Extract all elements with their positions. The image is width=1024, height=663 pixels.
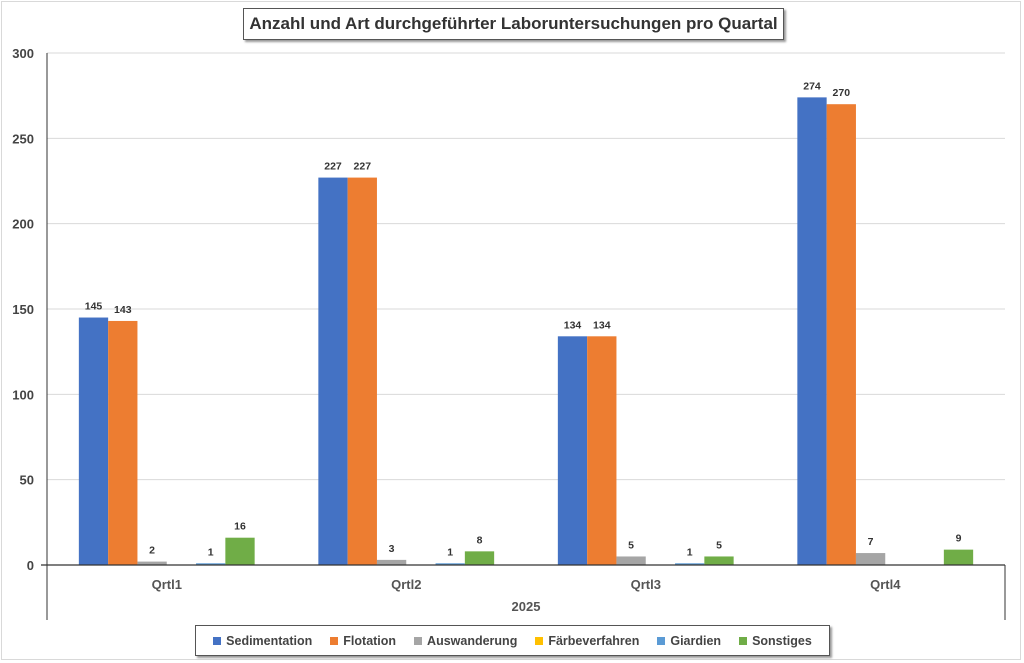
bar-giardien: [435, 563, 465, 565]
bar-flotation: [108, 320, 138, 565]
legend-label: Auswanderung: [427, 633, 518, 648]
x-tick-label: Qrtl4: [870, 577, 901, 592]
legend-item: Sonstiges: [739, 634, 812, 648]
y-tick-label: 300: [12, 46, 34, 61]
data-label: 270: [833, 87, 851, 99]
legend-label: Giardien: [670, 633, 722, 648]
data-label: 1: [208, 546, 214, 558]
legend-swatch: [739, 636, 748, 645]
data-label: 1: [447, 546, 453, 558]
y-tick-label: 0: [27, 558, 34, 573]
legend-swatch: [535, 636, 544, 645]
data-label: 2: [149, 545, 155, 557]
x-tick-label: Qrtl3: [631, 577, 661, 592]
data-label: 8: [477, 534, 483, 546]
legend-label: Flotation: [343, 633, 397, 648]
data-label: 274: [803, 80, 821, 92]
legend-item: Giardien: [657, 634, 721, 648]
bar-auswanderung: [616, 556, 646, 565]
bar-flotation: [826, 104, 856, 565]
bar-sonstiges: [225, 537, 255, 565]
x-tick-label: Qrtl1: [152, 577, 182, 592]
y-tick-label: 50: [20, 473, 34, 488]
bar-sedimentation: [78, 317, 109, 565]
x-tick-label: Qrtl2: [391, 577, 421, 592]
data-label: 7: [868, 536, 874, 548]
bar-auswanderung: [137, 561, 167, 565]
data-label: 5: [628, 539, 634, 551]
bar-giardien: [196, 563, 226, 565]
legend-swatch: [213, 636, 222, 645]
bar-flotation: [587, 336, 617, 565]
data-label: 16: [234, 521, 246, 533]
bar-sonstiges: [943, 549, 974, 565]
legend-label: Sonstiges: [752, 633, 812, 648]
data-label: 3: [389, 543, 395, 555]
legend-item: Auswanderung: [414, 634, 517, 648]
data-label: 143: [114, 304, 132, 316]
legend-label: Färbeverfahren: [548, 633, 640, 648]
bar-sedimentation: [318, 177, 348, 565]
legend-item: Flotation: [330, 634, 396, 648]
bar-flotation: [347, 177, 377, 565]
bar-sedimentation: [797, 97, 827, 565]
bar-sonstiges: [704, 556, 734, 565]
y-tick-label: 200: [12, 217, 34, 232]
y-tick-label: 150: [12, 302, 34, 317]
legend-swatch: [414, 636, 423, 645]
legend-item: Färbeverfahren: [535, 634, 639, 648]
x-group-label: 2025: [512, 599, 541, 614]
legend-swatch: [657, 636, 666, 645]
bar-giardien: [675, 563, 705, 565]
legend-swatch: [330, 636, 339, 645]
legend-label: Sedimentation: [226, 633, 313, 648]
data-label: 134: [593, 319, 611, 331]
legend: Sedimentation Flotation Auswanderung Färbev…: [195, 625, 830, 656]
bar-auswanderung: [855, 553, 886, 565]
data-label: 1: [687, 546, 693, 558]
bar-sedimentation: [557, 336, 588, 565]
y-tick-label: 100: [12, 387, 34, 402]
data-label: 145: [85, 301, 103, 313]
data-label: 227: [324, 161, 342, 173]
data-label: 134: [564, 319, 582, 331]
chart-title: Anzahl und Art durchgeführter Laborunter…: [243, 8, 784, 40]
data-label: 227: [354, 161, 372, 173]
y-tick-label: 250: [12, 131, 34, 146]
bar-sonstiges: [464, 551, 495, 565]
data-label: 5: [716, 539, 722, 551]
data-label: 9: [956, 533, 962, 545]
legend-item: Sedimentation: [213, 634, 312, 648]
bar-auswanderung: [376, 559, 407, 565]
